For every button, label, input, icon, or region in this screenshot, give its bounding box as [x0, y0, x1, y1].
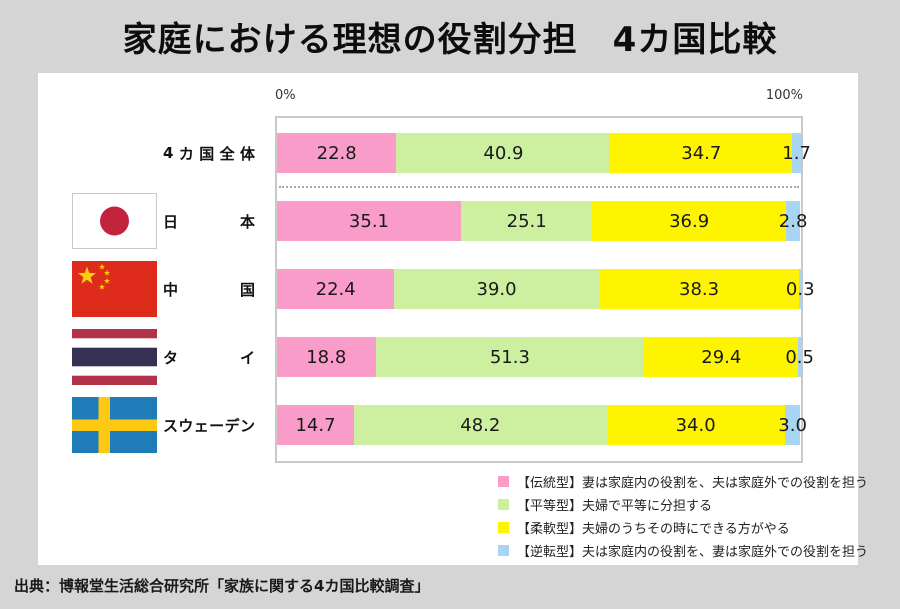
segment-伝統型: 14.7	[277, 405, 355, 445]
value-label: 3.0	[778, 414, 807, 436]
stacked-bar: 22.8 40.9 34.7 1.7	[277, 133, 811, 173]
flag-placeholder	[72, 133, 157, 173]
segment-柔軟型: 38.3	[598, 269, 800, 309]
segment-平等型: 25.1	[460, 201, 593, 241]
value-label: 25.1	[506, 210, 547, 232]
segment-平等型: 39.0	[394, 269, 599, 309]
category-label: スウェーデン	[163, 416, 255, 435]
category-label: タイ	[163, 348, 255, 367]
segment-伝統型: 22.4	[277, 269, 395, 309]
legend-item: 【逆転型】夫は家庭内の役割を、妻は家庭外での役割を担う	[498, 539, 868, 562]
x-axis: 0% 100%	[275, 88, 803, 103]
flag-thailand-icon	[72, 329, 157, 385]
value-label: 40.9	[483, 142, 524, 164]
value-label: 2.8	[778, 210, 808, 232]
flag-china-icon	[72, 261, 157, 317]
segment-平等型: 48.2	[354, 405, 607, 445]
value-label: 22.4	[315, 278, 356, 300]
value-label: 34.0	[675, 414, 716, 436]
segment-柔軟型: 36.9	[592, 201, 786, 241]
flag-sweden-icon	[72, 397, 157, 453]
value-label: 38.3	[679, 278, 720, 300]
value-label: 39.0	[476, 278, 517, 300]
segment-逆転型: 0.5	[785, 337, 814, 377]
legend-label: 【柔軟型】夫婦のうちその時にできる方がやる	[517, 522, 790, 537]
value-label: 22.8	[316, 142, 357, 164]
chart-row: スウェーデン 14.7 48.2 34.0 3.0	[72, 397, 858, 453]
value-label: 29.4	[701, 346, 742, 368]
legend-item: 【平等型】夫婦で平等に分担する	[498, 493, 868, 516]
value-label: 51.3	[489, 346, 530, 368]
segment-平等型: 51.3	[375, 337, 645, 377]
segment-逆転型: 0.3	[786, 269, 815, 309]
chart-panel: 0% 100% 4 カ国全体 22.8 40.9 34.7 1.7 日本 35.1 25.1 36…	[38, 73, 868, 565]
legend-item: 【伝統型】妻は家庭内の役割を、夫は家庭外での役割を担う	[498, 470, 868, 493]
chart-title: 家庭における理想の役割分担 4カ国比較	[122, 20, 778, 60]
legend-label: 【逆転型】夫は家庭内の役割を、妻は家庭外での役割を担う	[517, 545, 869, 560]
segment-伝統型: 35.1	[277, 201, 461, 241]
value-label: 36.9	[669, 210, 710, 232]
stacked-bar: 18.8 51.3 29.4 0.5	[277, 337, 814, 377]
segment-平等型: 40.9	[396, 133, 611, 173]
flag-japan-icon	[72, 193, 157, 249]
value-label: 48.2	[460, 414, 501, 436]
category-label: 中国	[163, 280, 255, 299]
value-label: 34.7	[681, 142, 722, 164]
source-note: 出典：博報堂生活総合研究所「家族に関する4カ国比較調査」	[14, 577, 430, 595]
value-label: 0.5	[785, 346, 814, 368]
chart-row: 日本 35.1 25.1 36.9 2.8	[72, 193, 858, 249]
chart-row: タイ 18.8 51.3 29.4 0.5	[72, 329, 858, 385]
segment-柔軟型: 29.4	[644, 337, 799, 377]
segment-伝統型: 22.8	[277, 133, 397, 173]
value-label: 14.7	[295, 414, 336, 436]
legend-label: 【平等型】夫婦で平等に分担する	[517, 499, 713, 514]
x-axis-max-label: 100%	[765, 88, 803, 103]
segment-柔軟型: 34.0	[606, 405, 785, 445]
legend-swatch-icon	[498, 522, 509, 533]
category-label: 日本	[163, 212, 255, 231]
value-label: 35.1	[348, 210, 389, 232]
stacked-bar: 14.7 48.2 34.0 3.0	[277, 405, 807, 445]
value-label: 1.7	[782, 142, 811, 164]
stacked-bar: 22.4 39.0 38.3 0.3	[277, 269, 815, 309]
chart-row: 4 カ国全体 22.8 40.9 34.7 1.7	[72, 133, 858, 173]
legend: 【伝統型】妻は家庭内の役割を、夫は家庭外での役割を担う 【平等型】夫婦で平等に分担…	[498, 470, 868, 562]
legend-item: 【柔軟型】夫婦のうちその時にできる方がやる	[498, 516, 868, 539]
legend-swatch-icon	[498, 499, 509, 510]
value-label: 18.8	[306, 346, 347, 368]
legend-swatch-icon	[498, 476, 509, 487]
segment-逆転型: 3.0	[778, 405, 807, 445]
segment-逆転型: 2.8	[779, 201, 807, 241]
value-label: 0.3	[785, 278, 815, 300]
legend-swatch-icon	[498, 545, 509, 556]
segment-柔軟型: 34.7	[610, 133, 793, 173]
segment-逆転型: 1.7	[782, 133, 811, 173]
legend-label: 【伝統型】妻は家庭内の役割を、夫は家庭外での役割を担う	[517, 476, 869, 491]
stacked-bar: 35.1 25.1 36.9 2.8	[277, 201, 807, 241]
dotted-separator	[279, 186, 799, 188]
segment-伝統型: 18.8	[277, 337, 376, 377]
bar-rows: 4 カ国全体 22.8 40.9 34.7 1.7 日本 35.1 25.1 36.9 2.8 中国 2…	[38, 116, 858, 473]
x-axis-min-label: 0%	[275, 88, 296, 103]
chart-row: 中国 22.4 39.0 38.3 0.3	[72, 261, 858, 317]
